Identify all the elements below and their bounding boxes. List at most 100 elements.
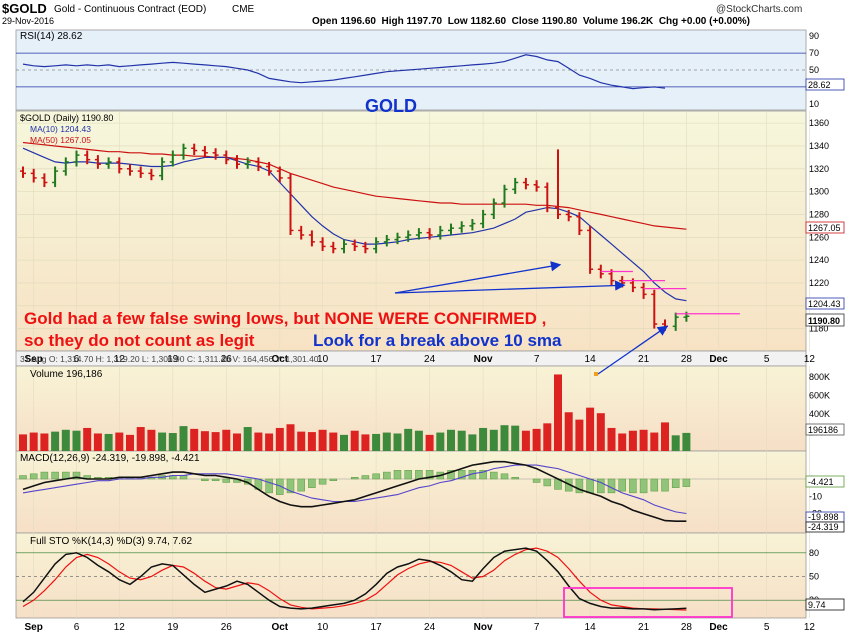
price-x-tick: 14: [585, 354, 597, 365]
volume-label: Volume: [582, 16, 619, 27]
close-value: 1190.80: [541, 16, 578, 27]
macd-histogram-bar: [329, 478, 338, 481]
macd-histogram-bar: [661, 478, 669, 492]
macd-histogram-bar: [179, 475, 188, 480]
stochastic-label: Full STO %K(14,3) %D(3) 9.74, 7.62: [30, 536, 193, 547]
bottom-x-tick: 26: [221, 622, 233, 633]
macd-histogram-bar: [532, 478, 541, 483]
high-label: High: [381, 16, 404, 27]
macd-histogram-bar: [393, 470, 402, 480]
volume-bar: [575, 419, 584, 451]
macd-histogram-bar: [265, 478, 273, 494]
svg-text:196186: 196186: [808, 425, 838, 435]
macd-histogram-bar: [211, 478, 220, 481]
price-x-tick: Oct: [271, 354, 288, 365]
low-value: 1182.60: [470, 16, 507, 27]
arrow-upper: [394, 261, 562, 294]
volume-bar: [682, 432, 691, 451]
tag-rsi: 28.62: [805, 78, 845, 91]
macd-histogram-bar: [618, 478, 626, 492]
price-x-tick: 17: [371, 354, 383, 365]
macd-histogram-bar: [629, 478, 637, 494]
svg-text:9.74: 9.74: [808, 600, 826, 610]
price-y-tick: 1240: [809, 255, 829, 265]
price-x-tick: 6: [74, 354, 80, 365]
volume-y-tick: 800K: [809, 372, 830, 382]
macd-histogram-bar: [40, 471, 49, 480]
svg-text:1204.43: 1204.43: [808, 299, 841, 309]
volume-bar: [425, 434, 434, 451]
tag-stochastic: 9.74: [805, 598, 845, 611]
bottom-x-tick: 7: [534, 622, 540, 633]
chg-value: +0.00 (+0.00%): [681, 16, 750, 27]
volume-bar: [147, 429, 156, 451]
volume-bar: [297, 431, 306, 451]
volume-bar: [254, 432, 263, 451]
price-x-tick: 12: [804, 354, 816, 365]
arrow-middle: [394, 280, 626, 294]
volume-bar: [190, 428, 199, 451]
oversold-highlight-box: [563, 587, 733, 618]
macd-histogram-bar: [586, 478, 594, 494]
macd-histogram-bar: [222, 478, 231, 483]
volume-bar: [275, 427, 284, 451]
volume-bar: [51, 431, 60, 451]
price-y-tick: 1260: [809, 232, 829, 242]
volume-bar: [511, 425, 520, 451]
volume-bar: [618, 433, 627, 451]
macd-histogram-bar: [201, 478, 209, 481]
macd-histogram-bar: [500, 473, 509, 480]
bottom-x-tick: Nov: [474, 622, 493, 633]
volume-bar: [532, 428, 541, 451]
macd-signal-line: [22, 464, 687, 515]
macd-label: MACD(12,26,9) -24.319, -19.898, -4.421: [20, 453, 200, 464]
tag-macd-hist: -4.421: [805, 475, 845, 488]
macd-histogram-bar: [447, 470, 455, 480]
macd-y-tick: -10: [809, 491, 822, 501]
volume-y-tick: 400K: [809, 409, 830, 419]
volume-bar: [457, 430, 466, 451]
macd-line: [22, 460, 687, 522]
tag-macd-signal: -19.898: [805, 511, 845, 523]
svg-text:-19.898: -19.898: [808, 512, 839, 522]
tag-close: 1190.80: [805, 313, 845, 327]
volume-bar: [168, 433, 177, 451]
macd-histogram-bar: [372, 473, 380, 480]
rsi-label: RSI(14) 28.62: [20, 31, 83, 42]
low-label: Low: [447, 16, 468, 27]
bottom-x-tick: 5: [764, 622, 770, 633]
volume-bar: [479, 427, 488, 451]
price-x-tick: 12: [114, 354, 126, 365]
volume-bar: [200, 431, 209, 451]
volume-bar: [671, 435, 680, 451]
macd-histogram-bar: [597, 478, 605, 494]
volume-bar: [650, 432, 659, 451]
macd-histogram-bar: [297, 478, 305, 492]
macd-histogram-bar: [19, 475, 27, 480]
volume-bar: [436, 432, 445, 451]
rsi-y-tick: 10: [809, 99, 819, 109]
price-y-tick: 1320: [809, 164, 829, 174]
stochastic-d-line: [22, 547, 687, 611]
price-y-tick: 1220: [809, 278, 829, 288]
volume-bar: [596, 413, 605, 451]
volume-bar: [372, 433, 381, 451]
volume-bar: [318, 429, 327, 451]
rsi-y-tick: 70: [809, 48, 819, 58]
arrow-anchor-marker: [594, 372, 598, 376]
volume-value: 196.2K: [621, 16, 654, 27]
volume-bar: [489, 429, 498, 451]
price-y-tick: 1180: [809, 324, 828, 334]
macd-histogram-bar: [286, 478, 295, 494]
volume-bar: [661, 422, 669, 451]
rsi-y-tick: 50: [809, 65, 819, 75]
volume-bar: [350, 430, 359, 451]
price-x-tick: 26: [221, 354, 233, 365]
stochastic-panel: [15, 532, 807, 619]
macd-histogram-bar: [490, 471, 498, 480]
bottom-x-tick: Dec: [709, 622, 728, 633]
price-y-tick: 1340: [809, 141, 829, 151]
price-x-tick: 28: [681, 354, 693, 365]
price-x-tick: 5: [764, 354, 770, 365]
